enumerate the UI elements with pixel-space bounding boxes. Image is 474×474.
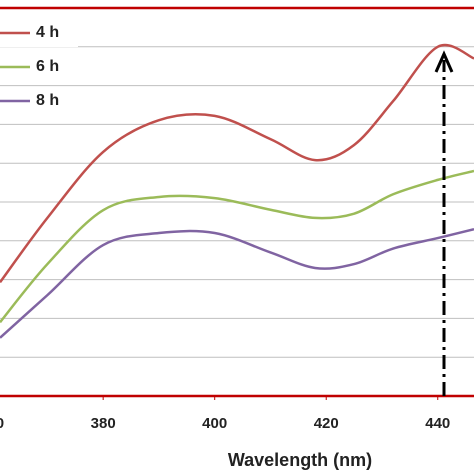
legend: 4 h 6 h 8 h	[0, 19, 78, 115]
legend-label: 8 h	[36, 92, 59, 109]
lines	[0, 43, 474, 339]
legend-label: 6 h	[36, 58, 59, 75]
x-tick-label: 440	[425, 415, 450, 432]
x-ticks: 360 380 400 420 440	[0, 396, 450, 432]
arrow-head	[434, 50, 454, 73]
x-tick-label: 420	[314, 415, 339, 432]
legend-label: 4 h	[36, 24, 59, 41]
x-tick-label: 400	[202, 415, 227, 432]
x-axis-label: Wavelength (nm)	[228, 450, 372, 470]
x-tick-label: 360	[0, 415, 4, 432]
series-line	[0, 227, 474, 339]
x-tick-label: 380	[91, 415, 116, 432]
series-line	[0, 43, 474, 284]
series-line	[0, 169, 474, 324]
